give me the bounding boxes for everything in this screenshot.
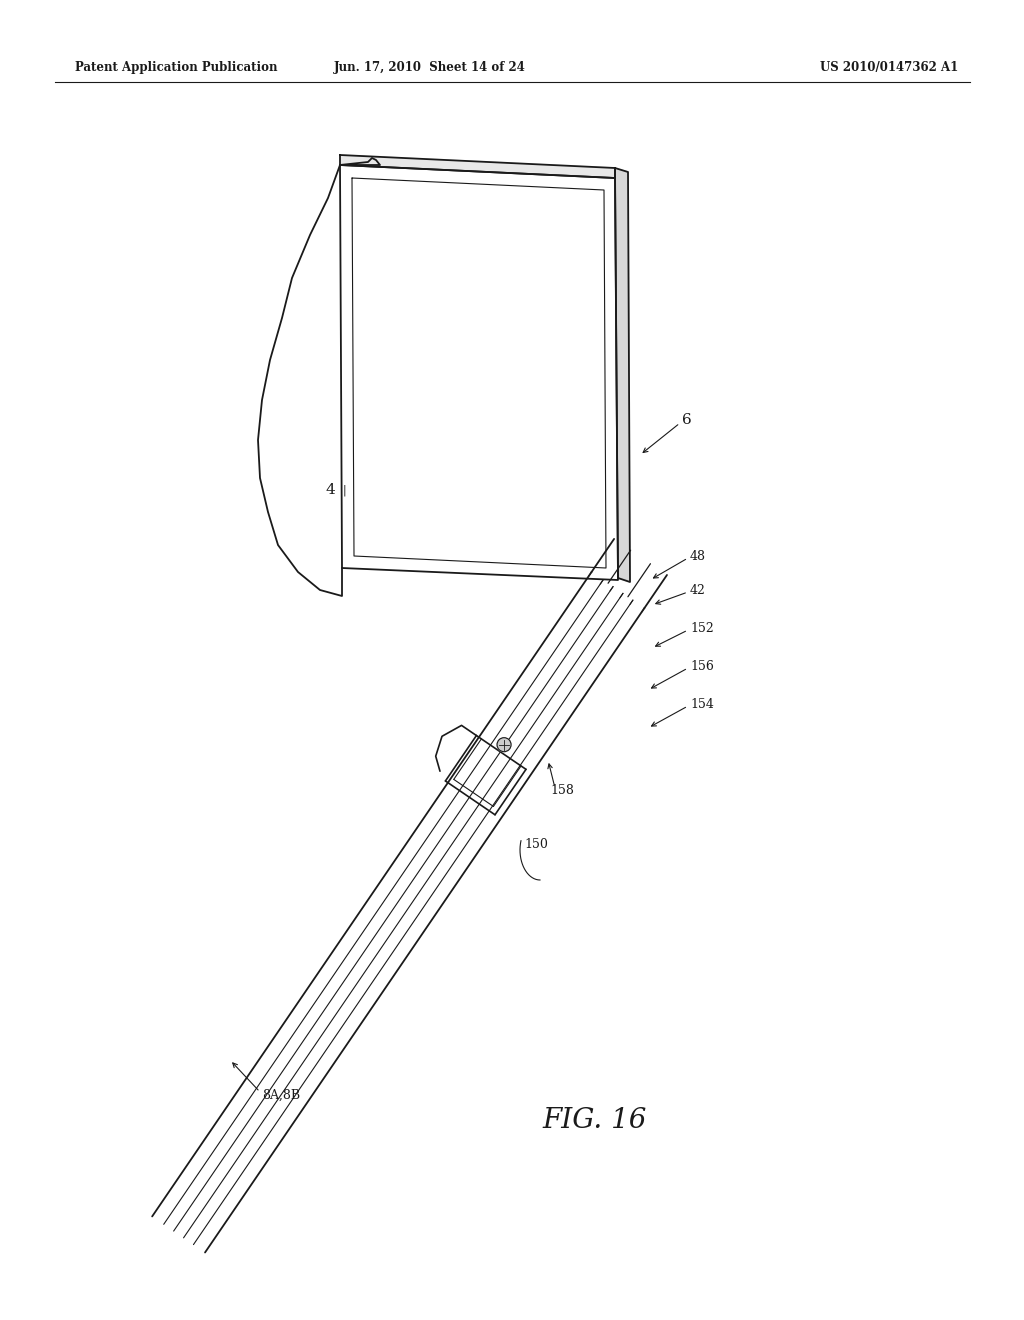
Text: 150: 150 — [524, 838, 548, 851]
Polygon shape — [340, 154, 615, 178]
Text: |: | — [343, 484, 347, 496]
Text: 48: 48 — [690, 549, 706, 562]
Text: 158: 158 — [550, 784, 573, 796]
Text: US 2010/0147362 A1: US 2010/0147362 A1 — [820, 62, 958, 74]
Text: 4: 4 — [326, 483, 335, 498]
Text: 6: 6 — [682, 413, 692, 426]
Text: 152: 152 — [690, 622, 714, 635]
Text: 8A,8B: 8A,8B — [262, 1089, 300, 1101]
Circle shape — [497, 738, 511, 751]
Polygon shape — [615, 168, 630, 582]
Text: FIG. 16: FIG. 16 — [543, 1106, 647, 1134]
Text: 156: 156 — [690, 660, 714, 672]
Text: Jun. 17, 2010  Sheet 14 of 24: Jun. 17, 2010 Sheet 14 of 24 — [334, 62, 526, 74]
Polygon shape — [340, 165, 618, 579]
Text: Patent Application Publication: Patent Application Publication — [75, 62, 278, 74]
Text: 42: 42 — [690, 583, 706, 597]
Text: 154: 154 — [690, 697, 714, 710]
